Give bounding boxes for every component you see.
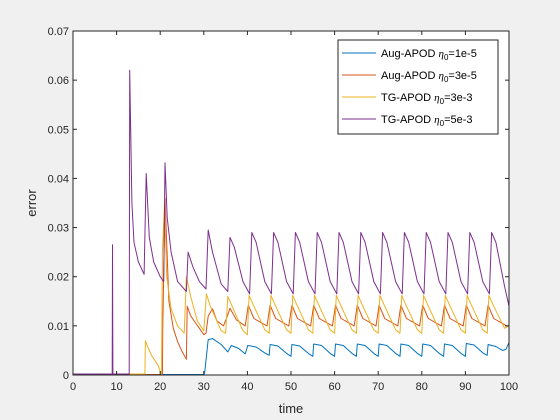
x-tick-label: 40: [241, 381, 253, 393]
legend-entry-1: Aug-APOD η0=1e-5: [381, 48, 477, 62]
series-line-4: [73, 69, 510, 375]
y-axis-label: error: [24, 189, 39, 217]
x-tick-label: 60: [328, 381, 340, 393]
x-tick-label: 50: [285, 381, 297, 393]
x-tick-label: 80: [416, 381, 428, 393]
legend-entry-3: TG-APOD η0=3e-3: [381, 92, 473, 106]
x-tick-label: 20: [154, 381, 166, 393]
x-tick-label: 30: [198, 381, 210, 393]
legend-entry-2: Aug-APOD η0=3e-5: [381, 70, 477, 84]
series-line-1: [73, 338, 510, 375]
y-tick-label: 0.07: [48, 26, 69, 38]
y-tick-label: 0: [63, 370, 69, 382]
axes-layer: 0 10 20 30 40 50 60 70 80 90 100 0 0.01 0.02 0.03 0.04 0…: [48, 26, 519, 393]
x-tick-label: 0: [70, 381, 76, 393]
x-tick-label: 100: [500, 381, 518, 393]
series-line-3: [73, 202, 510, 375]
series-line-2: [73, 197, 509, 375]
x-tick-label: 90: [459, 381, 471, 393]
legend: Aug-APOD η0=1e-5 Aug-APOD η0=3e-5 TG-APOD …: [337, 39, 499, 135]
legend-entry-4: TG-APOD η0=5e-3: [381, 114, 473, 128]
x-axis-label: time: [279, 401, 304, 416]
y-tick-label: 0.06: [48, 75, 69, 87]
y-tick-label: 0.04: [48, 173, 69, 185]
y-tick-label: 0.05: [48, 124, 69, 136]
legend-box: [337, 39, 499, 135]
x-tick-label: 70: [372, 381, 384, 393]
x-tick-label: 10: [110, 381, 122, 393]
series-layer: [73, 69, 510, 375]
y-tick-label: 0.01: [48, 321, 69, 333]
y-tick-label: 0.02: [48, 272, 69, 284]
y-tick-label: 0.03: [48, 223, 69, 235]
